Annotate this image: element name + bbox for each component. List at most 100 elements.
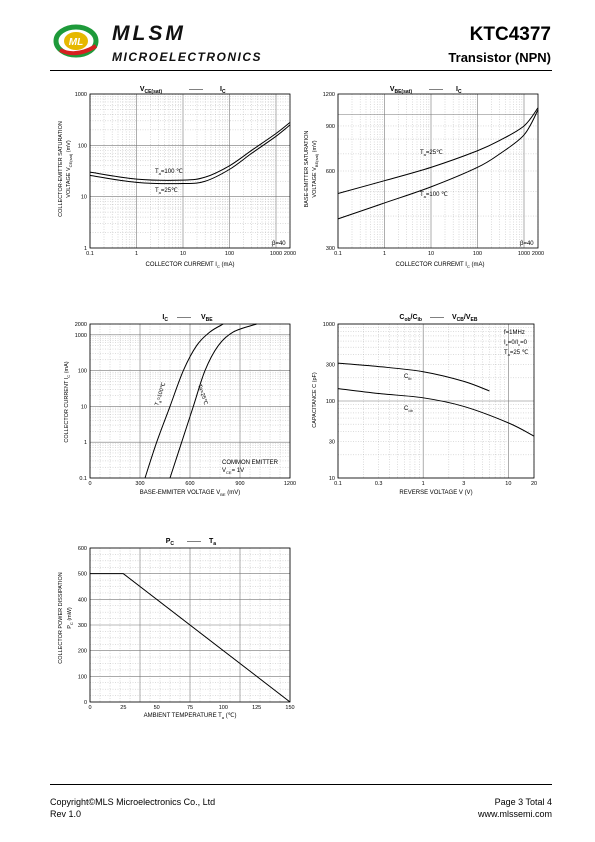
chart5-xlabel: AMBIENT TEMPERATURE Ta (℃) bbox=[144, 713, 237, 720]
chart3-label-cold: Ta=25℃ bbox=[196, 384, 209, 407]
y-tick-label: 200 bbox=[78, 649, 87, 655]
x-tick-label: 100 bbox=[473, 251, 482, 257]
chart5-ylabel: COLLECTOR POWER DISSIPATION bbox=[58, 572, 64, 663]
y-tick-label: 1000 bbox=[75, 333, 87, 339]
chart3-xlabel: BASE-EMMITER VOLTAGE VBE (mV) bbox=[140, 490, 240, 497]
y-tick-label: 600 bbox=[326, 169, 335, 175]
x-tick-label: 25 bbox=[120, 705, 126, 711]
x-tick-label: 900 bbox=[235, 481, 244, 487]
chart4-axes bbox=[337, 323, 535, 479]
chart4-note3: Ta=25 ℃ bbox=[504, 350, 529, 357]
chart1-xlabel: COLLECTOR CURREMT IC (mA) bbox=[145, 262, 234, 269]
chart1-title-b: IC bbox=[220, 86, 226, 95]
chart1-label-cold: Ta=25℃ bbox=[155, 188, 178, 195]
x-tick-label: 1000 bbox=[518, 251, 530, 257]
y-tick-label: 10 bbox=[81, 195, 87, 201]
chart3-title-a: IC bbox=[162, 314, 168, 323]
series-line bbox=[89, 124, 291, 185]
series-line bbox=[89, 121, 291, 181]
brand-subtitle: MICROELECTRONICS bbox=[112, 50, 262, 64]
x-tick-label: 1200 bbox=[284, 481, 296, 487]
x-tick-label: 125 bbox=[252, 705, 261, 711]
chart2-title-sep: —— bbox=[429, 86, 443, 93]
chart2-ylabel: BASE-EMITTER SATURATION bbox=[304, 131, 310, 208]
chart1-ylabel: COLLECTOR-EMITTER SATURATION bbox=[58, 121, 64, 217]
series-line bbox=[90, 573, 291, 703]
chart3-note1: COMMON EMITTER bbox=[222, 460, 279, 466]
x-tick-label: 50 bbox=[154, 705, 160, 711]
plot-frame bbox=[89, 93, 291, 249]
chart1-ylabel2: VOLTAGE VCE(sat) (mV) bbox=[66, 140, 73, 198]
x-tick-label: 1 bbox=[422, 481, 425, 487]
chart4-grid bbox=[337, 323, 535, 479]
y-tick-label: 100 bbox=[326, 399, 335, 405]
chart4-title-b: VCB/VEB bbox=[452, 314, 478, 323]
chart2-ylabel2: VOLTAGE VBE(sat) (mV) bbox=[312, 140, 319, 197]
chart3-note2: VCE= 1V bbox=[222, 468, 244, 475]
x-tick-label: 150 bbox=[285, 705, 294, 711]
x-tick-label: 100 bbox=[219, 705, 228, 711]
x-tick-label: 10 bbox=[180, 251, 186, 257]
y-tick-label: 2000 bbox=[75, 322, 87, 328]
x-tick-label: 0.1 bbox=[334, 481, 342, 487]
y-tick-label: 30 bbox=[329, 439, 335, 445]
y-tick-label: 900 bbox=[326, 124, 335, 130]
chart1-label-hot: Ta=100 ℃ bbox=[155, 169, 183, 176]
y-tick-label: 1000 bbox=[323, 322, 335, 328]
x-tick-label: 3 bbox=[462, 481, 465, 487]
x-tick-label: 0.1 bbox=[86, 251, 94, 257]
chart4-label-cib: Cib bbox=[404, 374, 412, 381]
chart2-axes bbox=[337, 93, 539, 249]
y-tick-label: 1000 bbox=[75, 92, 87, 98]
plot-frame bbox=[337, 93, 539, 249]
series-line bbox=[337, 362, 490, 392]
chart3-ylabel: COLLECTOR CURRENT IC (mA) bbox=[64, 361, 71, 442]
footer-page: Page 3 Total 4 bbox=[494, 797, 552, 807]
header-rule bbox=[50, 70, 552, 71]
x-tick-label: 2000 bbox=[532, 251, 544, 257]
chart2-label-cold: Ta=25℃ bbox=[420, 150, 443, 157]
y-tick-label: 300 bbox=[326, 362, 335, 368]
series-line bbox=[337, 388, 535, 437]
part-type: Transistor (NPN) bbox=[448, 50, 551, 65]
x-tick-label: 20 bbox=[531, 481, 537, 487]
footer-website[interactable]: www.mlssemi.com bbox=[477, 809, 552, 819]
y-tick-label: 500 bbox=[78, 572, 87, 578]
plot-frame bbox=[337, 323, 535, 479]
series-line bbox=[169, 323, 257, 479]
x-tick-label: 75 bbox=[187, 705, 193, 711]
chart5-axes bbox=[89, 547, 291, 703]
chart4-title-a: Cob/Cib bbox=[399, 314, 422, 323]
chart1-title-sep: —— bbox=[189, 86, 203, 93]
chart3-curves bbox=[144, 323, 257, 479]
chart3-title-b: VBE bbox=[201, 314, 213, 323]
series-line bbox=[337, 107, 539, 194]
plot-frame bbox=[89, 547, 291, 703]
y-tick-label: 100 bbox=[78, 369, 87, 375]
y-tick-label: 1200 bbox=[323, 92, 335, 98]
y-tick-label: 1 bbox=[84, 440, 87, 446]
y-tick-label: 300 bbox=[326, 246, 335, 252]
chart5-title-b: Ta bbox=[209, 538, 216, 547]
y-tick-label: 0.1 bbox=[79, 476, 87, 482]
series-line bbox=[337, 109, 539, 220]
chart-cob-cib-voltage: Cob/Cib —— VCB/VEB 0.1 0.3 1 3 10 20 1000 300 10… bbox=[312, 314, 537, 496]
x-tick-label: 10 bbox=[505, 481, 511, 487]
chart-pc-ta: PC —— Ta 0 25 50 75 100 125 150 600 500 400 300 200… bbox=[58, 538, 295, 720]
chart-vbesat-ic: VBE(sat) —— IC 0.1 1 10 100 1000 2000 1200 900 6… bbox=[304, 86, 544, 269]
chart-vcesat-ic: VCE(sat) —— IC 0.1 1 10 100 1000 200010001001… bbox=[58, 86, 296, 269]
x-tick-label: 0 bbox=[88, 705, 91, 711]
x-tick-label: 1 bbox=[135, 251, 138, 257]
x-tick-label: 300 bbox=[135, 481, 144, 487]
chart5-title-sep: —— bbox=[187, 538, 201, 545]
chart2-xlabel: COLLECTOR CURREMT IC (mA) bbox=[395, 262, 484, 269]
chart1-title-a: VCE(sat) bbox=[140, 86, 163, 95]
chart5-title-a: PC bbox=[166, 538, 175, 547]
chart3-grid bbox=[89, 323, 291, 479]
y-tick-label: 100 bbox=[78, 674, 87, 680]
chart4-label-cob: Cob bbox=[404, 406, 414, 413]
chart2-ticks: 0.1 1 10 100 1000 2000 1200 900 600 300 bbox=[323, 92, 544, 257]
chart3-title-sep: —— bbox=[177, 314, 191, 321]
chart1-curves bbox=[89, 121, 291, 185]
